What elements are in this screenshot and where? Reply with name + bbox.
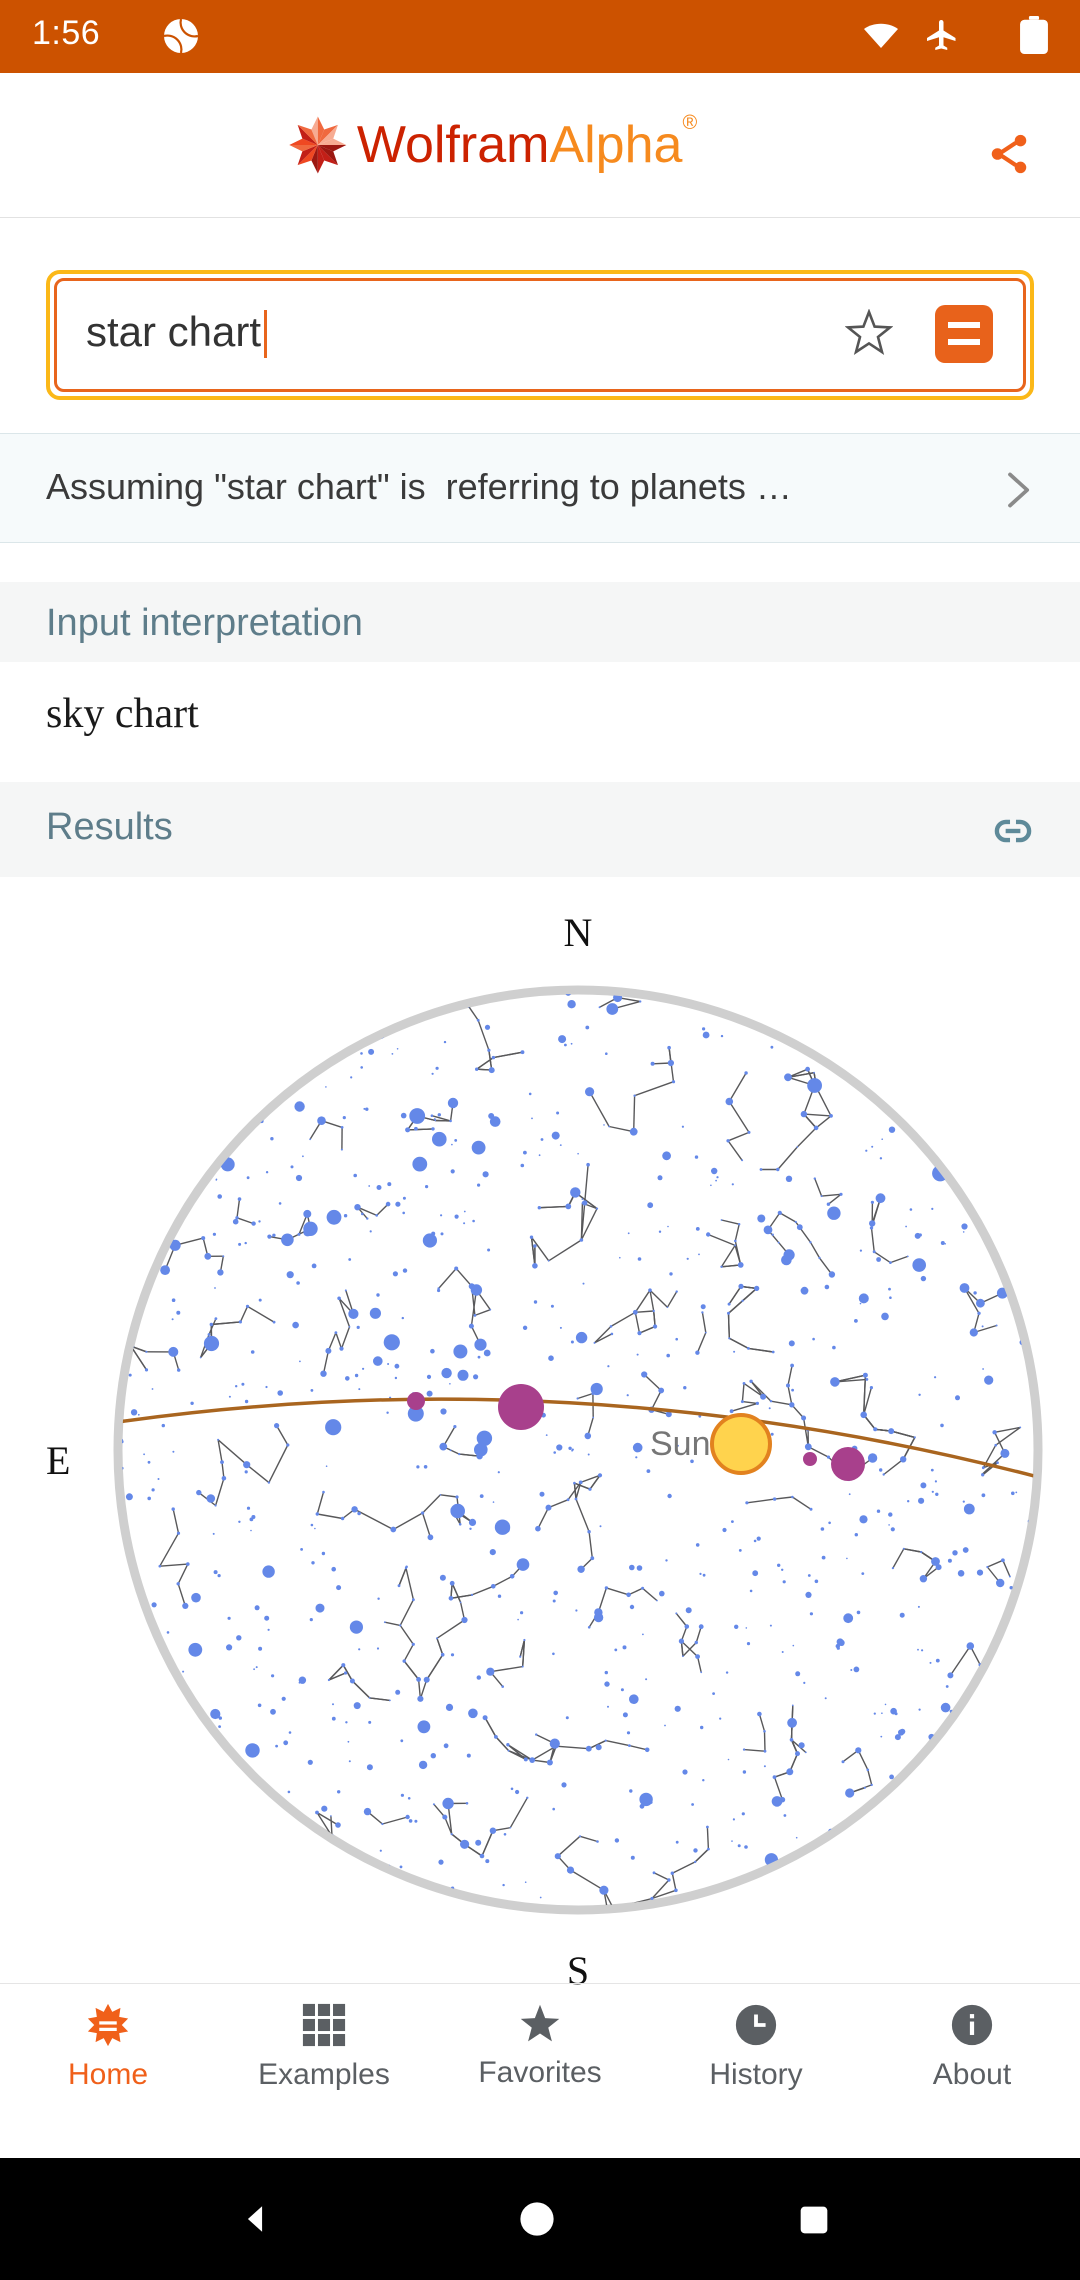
- svg-text:Sun: Sun: [650, 1425, 711, 1463]
